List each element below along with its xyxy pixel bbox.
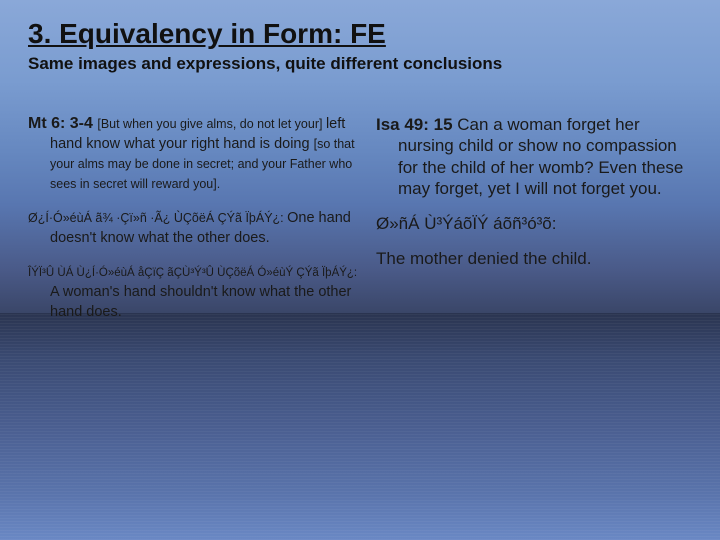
left-para-1: Mt 6: 3-4 [But when you give alms, do no… xyxy=(28,114,358,194)
left-column: Mt 6: 3-4 [But when you give alms, do no… xyxy=(28,114,358,336)
translation-text: A woman's hand shouldn't know what the o… xyxy=(50,284,351,320)
left-para-2: Ø¿Í·Ó»éùÁ ã¾ ·Çï»ñ ·Ã¿ ÙÇõëÁ ÇÝã ÏþÁÝ¿: … xyxy=(28,208,358,248)
right-column: Isa 49: 15 Can a woman forget her nursin… xyxy=(376,114,692,336)
left-para-3: ÎÝÏ³Û ÙÁ Ù¿Í·Ó»éùÁ åÇïÇ ãÇÙ³Ý³Û ÙÇõëÁ Ó»… xyxy=(28,262,358,322)
verse-ref-mt: Mt 6: 3-4 xyxy=(28,115,97,132)
foreign-text: Ø»ñÁ Ù³ÝáõÏÝ áõñ³ó³õ: xyxy=(376,214,556,233)
columns: Mt 6: 3-4 [But when you give alms, do no… xyxy=(28,114,692,336)
slide: 3. Equivalency in Form: FE Same images a… xyxy=(0,0,720,540)
foreign-text: Ø¿Í·Ó»éùÁ ã¾ ·Çï»ñ ·Ã¿ ÙÇõëÁ ÇÝã ÏþÁÝ¿: xyxy=(28,211,287,225)
translation-text: The mother denied the child. xyxy=(376,249,591,268)
right-para-1: Isa 49: 15 Can a woman forget her nursin… xyxy=(376,114,692,199)
text-fragment: [But when you give alms, do not let your… xyxy=(97,117,326,131)
right-para-2: Ø»ñÁ Ù³ÝáõÏÝ áõñ³ó³õ: xyxy=(376,213,692,234)
slide-subtitle: Same images and expressions, quite diffe… xyxy=(28,54,692,74)
right-para-3: The mother denied the child. xyxy=(376,248,692,269)
verse-ref-isa: Isa 49: 15 xyxy=(376,115,457,134)
slide-title: 3. Equivalency in Form: FE xyxy=(28,18,692,50)
foreign-text: ÎÝÏ³Û ÙÁ Ù¿Í·Ó»éùÁ åÇïÇ ãÇÙ³Ý³Û ÙÇõëÁ Ó»… xyxy=(28,267,357,279)
